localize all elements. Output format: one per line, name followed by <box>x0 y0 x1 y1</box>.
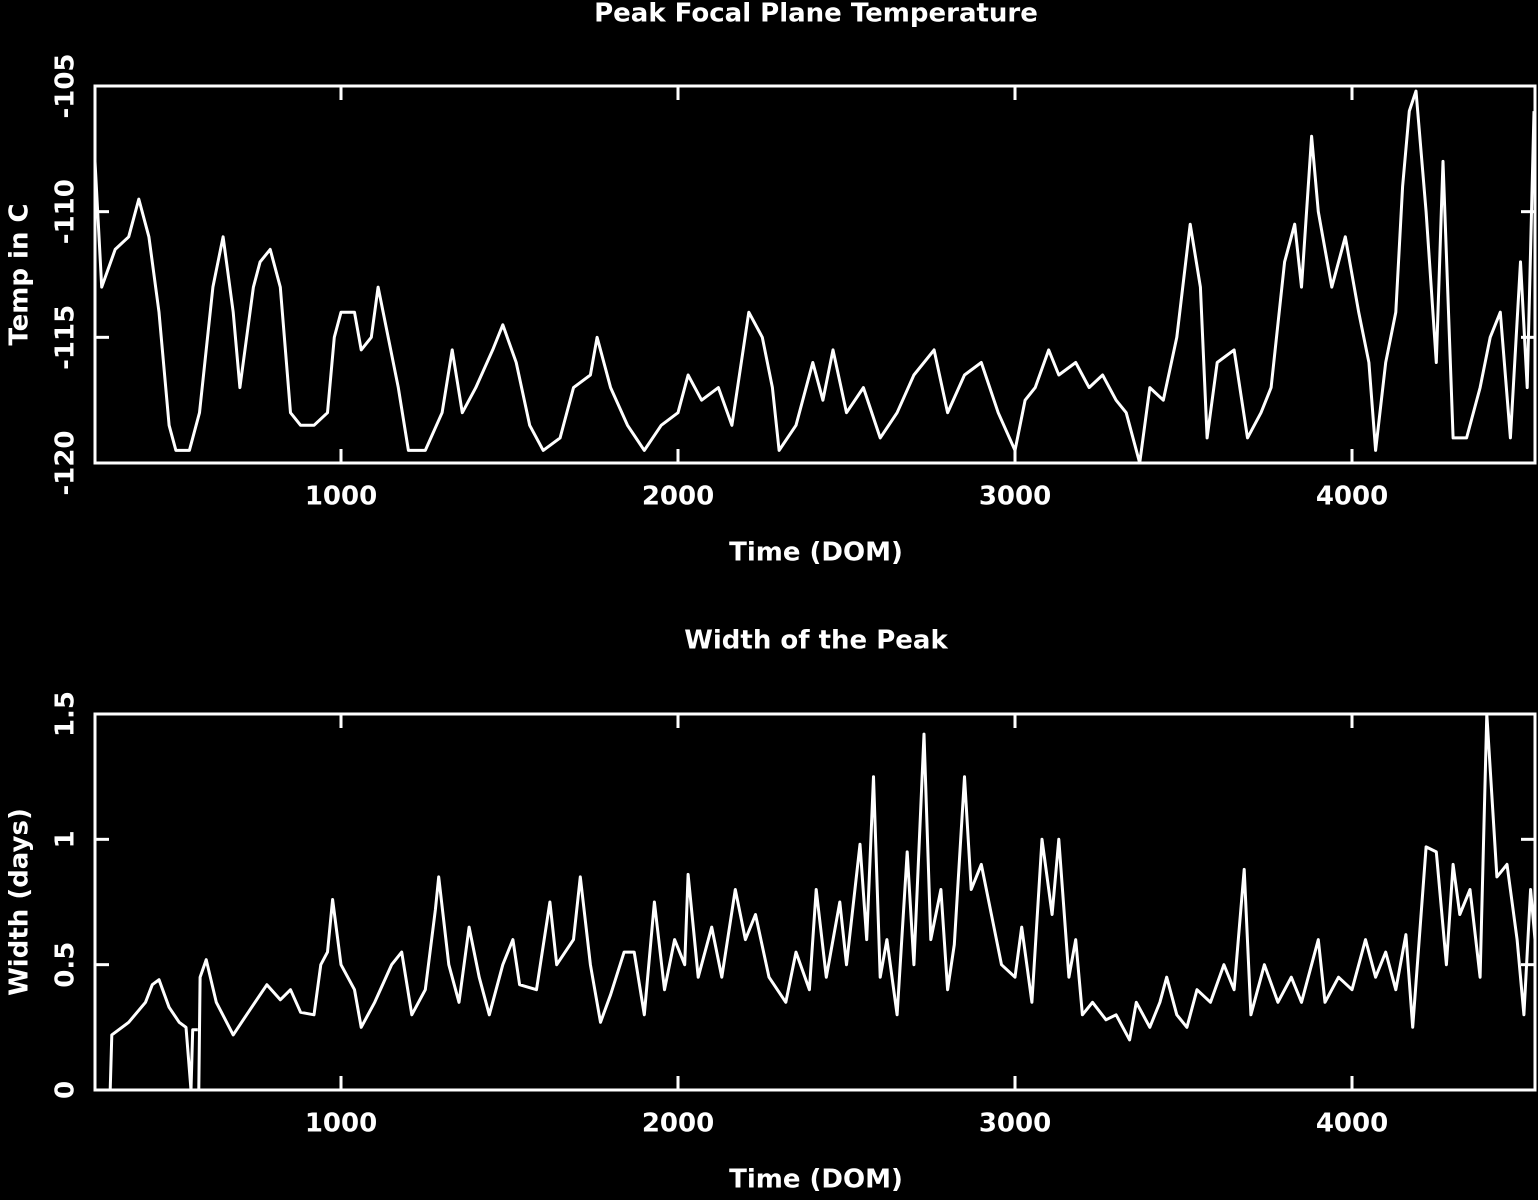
x-tick-label: 2000 <box>642 482 714 512</box>
x-axis-label: Time (DOM) <box>729 1165 903 1195</box>
y-axis-label: Width (days) <box>5 808 35 996</box>
y-tick-label: 1 <box>51 830 81 848</box>
y-tick-label: -120 <box>51 430 81 495</box>
y-tick-label: -115 <box>51 305 81 370</box>
chart-title: Peak Focal Plane Temperature <box>594 0 1038 29</box>
x-tick-label: 1000 <box>305 482 377 512</box>
x-tick-label: 3000 <box>979 482 1051 512</box>
plot-frame <box>93 84 1537 465</box>
data-line <box>93 89 1536 465</box>
data-line <box>108 712 1537 1092</box>
y-axis-label: Temp in C <box>5 203 35 345</box>
y-tick-label: -110 <box>51 179 81 244</box>
x-tick-label: 2000 <box>642 1109 714 1139</box>
y-tick-label: -105 <box>51 53 81 118</box>
x-axis-label: Time (DOM) <box>729 538 903 568</box>
chart-title: Width of the Peak <box>684 626 948 656</box>
y-tick-label: 0.5 <box>51 942 81 988</box>
x-tick-label: 1000 <box>305 1109 377 1139</box>
x-tick-label: 4000 <box>1316 1109 1388 1139</box>
y-tick-label: 0 <box>51 1081 81 1099</box>
x-tick-label: 3000 <box>979 1109 1051 1139</box>
plot-frame <box>93 712 1537 1092</box>
y-tick-label: 1.5 <box>51 691 81 737</box>
x-tick-label: 4000 <box>1316 482 1388 512</box>
